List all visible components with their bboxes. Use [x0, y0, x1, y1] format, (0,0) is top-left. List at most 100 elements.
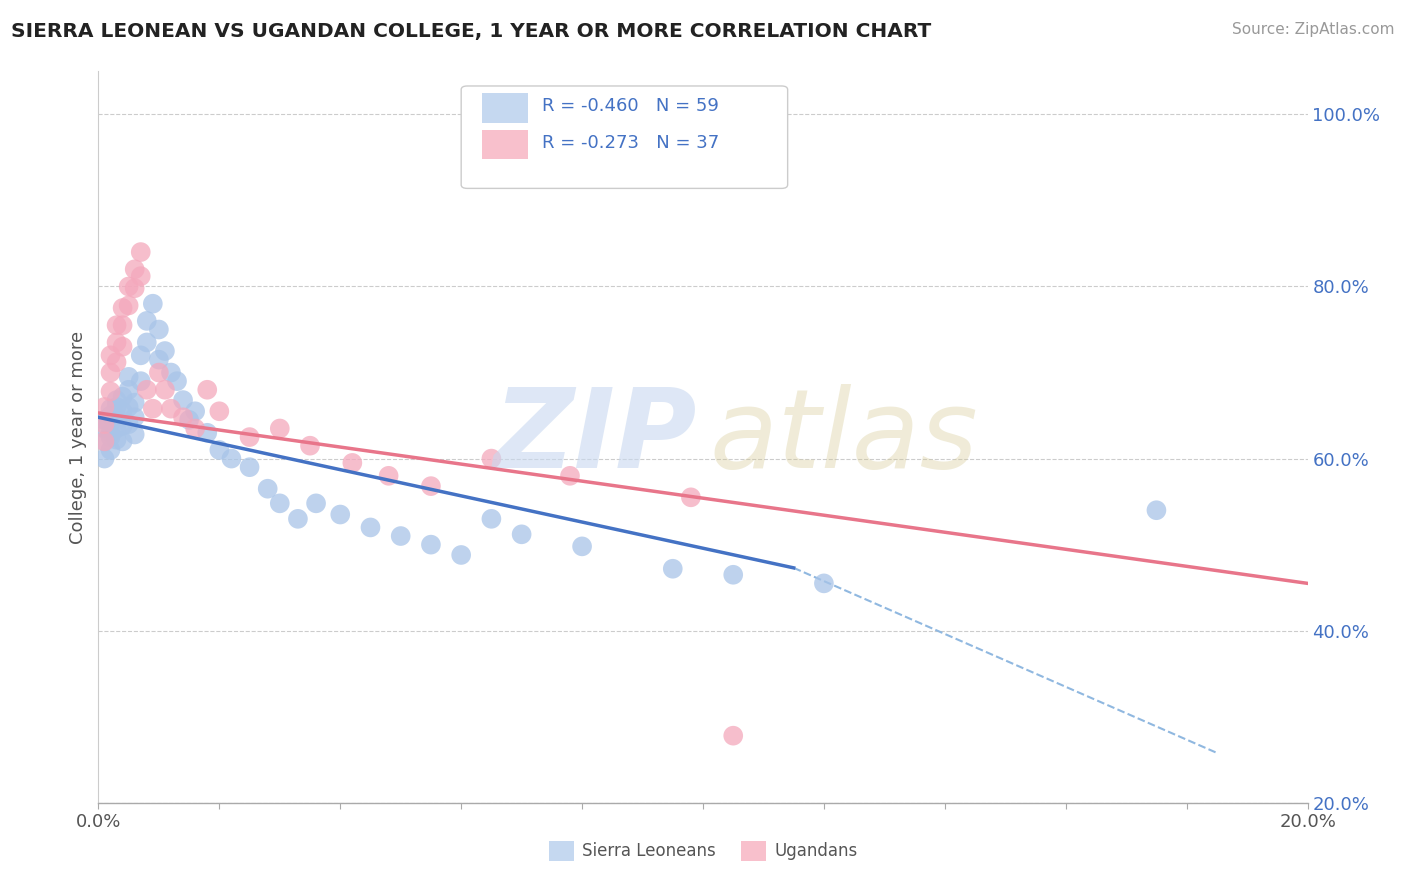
- Point: [100, 384, 122, 399]
- Point: [105, 410, 128, 425]
- Y-axis label: College, 1 year or more: College, 1 year or more: [69, 331, 87, 543]
- Point: [195, 383, 218, 397]
- Point: [129, 245, 152, 260]
- Point: [93, 434, 115, 449]
- Point: [239, 430, 262, 444]
- Point: [129, 269, 152, 284]
- Point: [239, 460, 262, 475]
- Legend: Sierra Leoneans, Ugandans: Sierra Leoneans, Ugandans: [541, 834, 865, 868]
- Text: R = -0.273   N = 37: R = -0.273 N = 37: [543, 134, 720, 152]
- Point: [172, 410, 194, 425]
- Point: [166, 374, 188, 388]
- Point: [118, 400, 141, 414]
- Point: [111, 434, 134, 449]
- Point: [571, 540, 593, 554]
- Point: [105, 421, 128, 435]
- Point: [105, 433, 128, 447]
- Point: [105, 355, 128, 369]
- Point: [360, 520, 382, 534]
- Point: [124, 410, 146, 425]
- Point: [118, 417, 141, 432]
- Point: [93, 400, 115, 414]
- Point: [723, 567, 745, 582]
- Point: [481, 512, 503, 526]
- Point: [100, 442, 122, 457]
- Point: [111, 318, 134, 333]
- Point: [208, 404, 231, 418]
- Point: [142, 401, 165, 416]
- Point: [256, 482, 278, 496]
- Point: [100, 366, 122, 380]
- Text: ZIP: ZIP: [494, 384, 697, 491]
- Point: [420, 479, 443, 493]
- Point: [124, 427, 146, 442]
- Point: [93, 451, 115, 466]
- Point: [813, 576, 835, 591]
- Point: [93, 417, 115, 432]
- Point: [195, 425, 218, 440]
- Point: [135, 314, 157, 328]
- Point: [105, 318, 128, 333]
- Point: [105, 393, 128, 408]
- Point: [100, 430, 122, 444]
- Point: [1144, 503, 1167, 517]
- Point: [100, 409, 122, 423]
- Point: [105, 400, 128, 414]
- Point: [148, 352, 170, 367]
- Point: [184, 404, 207, 418]
- Point: [153, 383, 176, 397]
- Point: [287, 512, 309, 526]
- Point: [100, 348, 122, 362]
- Point: [135, 335, 157, 350]
- Point: [450, 548, 472, 562]
- Point: [208, 442, 231, 457]
- Point: [93, 434, 115, 449]
- Point: [269, 421, 291, 435]
- Point: [111, 340, 134, 354]
- Point: [389, 529, 412, 543]
- Text: Source: ZipAtlas.com: Source: ZipAtlas.com: [1232, 22, 1395, 37]
- Point: [135, 383, 157, 397]
- Point: [510, 527, 533, 541]
- Point: [118, 369, 141, 384]
- Point: [661, 562, 683, 576]
- Point: [679, 491, 702, 505]
- Point: [129, 374, 152, 388]
- Point: [100, 401, 122, 416]
- Text: R = -0.460   N = 59: R = -0.460 N = 59: [543, 96, 718, 115]
- FancyBboxPatch shape: [461, 86, 787, 188]
- Point: [184, 421, 207, 435]
- Point: [481, 451, 503, 466]
- FancyBboxPatch shape: [482, 130, 527, 159]
- Point: [221, 451, 243, 466]
- Point: [160, 366, 183, 380]
- Point: [118, 298, 141, 312]
- Point: [124, 395, 146, 409]
- Point: [111, 418, 134, 433]
- Point: [329, 508, 352, 522]
- Point: [342, 456, 364, 470]
- Point: [179, 413, 201, 427]
- Point: [105, 335, 128, 350]
- Point: [100, 425, 122, 440]
- Point: [148, 322, 170, 336]
- Point: [111, 390, 134, 404]
- Point: [124, 281, 146, 295]
- Point: [100, 416, 122, 430]
- Point: [377, 468, 399, 483]
- Point: [723, 729, 745, 743]
- Point: [148, 366, 170, 380]
- Point: [118, 279, 141, 293]
- Point: [160, 401, 183, 416]
- Point: [124, 262, 146, 277]
- Point: [111, 404, 134, 418]
- FancyBboxPatch shape: [482, 94, 527, 122]
- Point: [299, 439, 322, 453]
- Point: [305, 496, 328, 510]
- Point: [142, 296, 165, 310]
- Point: [118, 383, 141, 397]
- Text: SIERRA LEONEAN VS UGANDAN COLLEGE, 1 YEAR OR MORE CORRELATION CHART: SIERRA LEONEAN VS UGANDAN COLLEGE, 1 YEA…: [11, 22, 932, 41]
- Point: [420, 538, 443, 552]
- Point: [111, 301, 134, 315]
- Point: [558, 468, 581, 483]
